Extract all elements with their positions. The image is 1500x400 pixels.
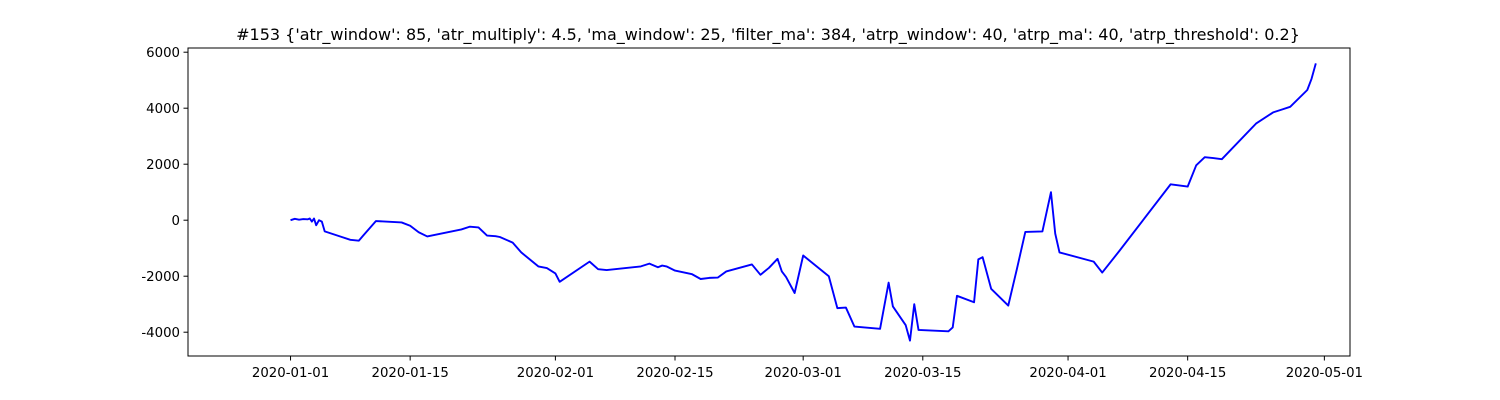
plot-area xyxy=(290,63,1317,342)
x-tick-label: 2020-01-15 xyxy=(372,366,449,381)
x-tick-label: 2020-04-01 xyxy=(1029,366,1106,381)
series-line-0 xyxy=(290,63,1317,342)
y-tick-label: 2000 xyxy=(146,158,180,173)
y-tick-label: -4000 xyxy=(141,326,180,341)
x-tick-label: 2020-04-15 xyxy=(1149,366,1226,381)
axes-frame xyxy=(187,47,1351,357)
x-tick-label: 2020-03-15 xyxy=(884,366,961,381)
x-tick-label: 2020-03-01 xyxy=(765,366,842,381)
y-tick-label: -2000 xyxy=(141,270,180,285)
x-tick-label: 2020-05-01 xyxy=(1286,366,1363,381)
chart-title: #153 {'atr_window': 85, 'atr_multiply': … xyxy=(236,25,1300,45)
x-axis: 2020-01-01 2020-01-15 2020-02-01 2020-02-15… xyxy=(252,356,1363,381)
y-tick-label: 0 xyxy=(172,214,180,229)
y-tick-label: 4000 xyxy=(146,102,180,117)
x-tick-label: 2020-02-01 xyxy=(517,366,594,381)
x-tick-label: 2020-02-15 xyxy=(636,366,713,381)
y-axis: -4000 -2000 0 2000 4000 6000 xyxy=(141,46,188,341)
x-tick-label: 2020-01-01 xyxy=(252,366,329,381)
y-tick-label: 6000 xyxy=(146,46,180,61)
